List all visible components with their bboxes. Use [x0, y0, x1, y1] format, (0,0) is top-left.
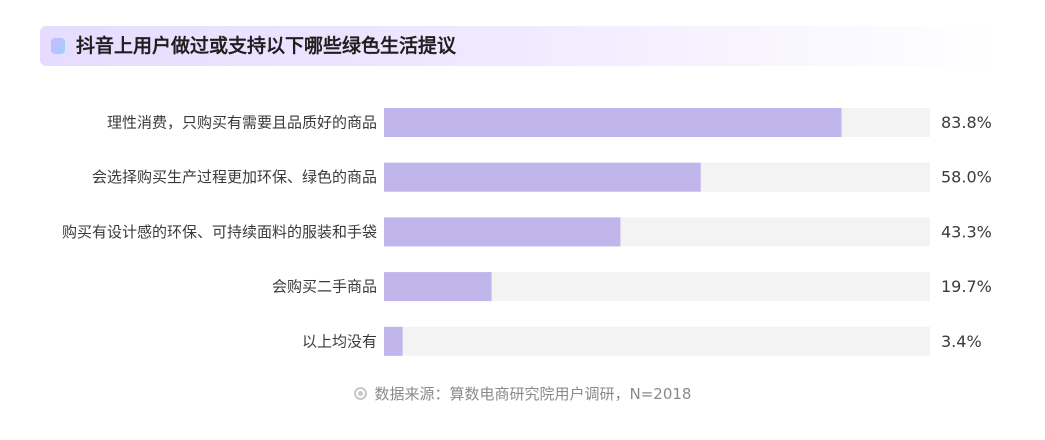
bar-3 — [384, 217, 621, 247]
value-label-3: 43.3% — [941, 222, 992, 241]
source-note: 数据来源：算数电商研究院用户调研，N=2018 — [0, 383, 1045, 405]
bar-1 — [384, 108, 842, 137]
bar-track-5 — [384, 326, 930, 356]
value-label-1: 83.8% — [941, 113, 992, 132]
title-marker-icon — [51, 38, 65, 54]
category-label-4: 会购买二手商品 — [272, 278, 377, 296]
bar-5 — [384, 326, 403, 356]
category-label-1: 理性消费，只购买有需要且品质好的商品 — [107, 114, 377, 132]
bar-4 — [384, 272, 492, 302]
category-label-3: 购买有设计感的环保、可持续面料的服装和手袋 — [62, 223, 377, 241]
value-label-4: 19.7% — [941, 277, 992, 296]
value-label-2: 58.0% — [941, 168, 992, 187]
bar-chart: 理性消费，只购买有需要且品质好的商品 83.8% 会选择购买生产过程更加环保、绿色的… — [62, 108, 992, 356]
chart-title: 抖音上用户做过或支持以下哪些绿色生活提议 — [76, 35, 457, 57]
value-label-5: 3.4% — [941, 332, 982, 351]
category-label-2: 会选择购买生产过程更加环保、绿色的商品 — [92, 168, 377, 186]
source-text: 数据来源：算数电商研究院用户调研，N=2018 — [374, 385, 692, 403]
title-band — [40, 26, 1000, 66]
source-target-icon — [353, 387, 367, 400]
category-label-5: 以上均没有 — [302, 332, 377, 350]
bar-2 — [384, 162, 701, 192]
